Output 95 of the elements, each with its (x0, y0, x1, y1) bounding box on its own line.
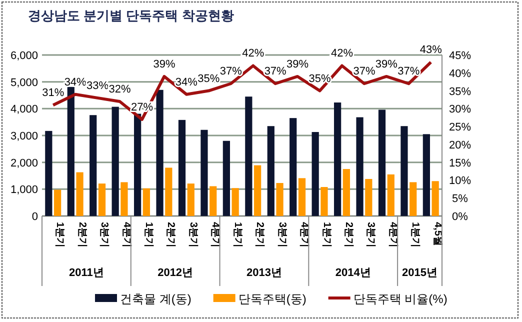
y2-tick-label: 5% (452, 193, 468, 206)
y-tick-label: 1,000 (10, 184, 38, 196)
text: 2015년 (402, 267, 438, 279)
y2-tick-label: 40% (448, 68, 472, 80)
bar (45, 130, 52, 216)
x-tick-label: 2분기 (254, 222, 266, 248)
text: 2011년 (69, 267, 104, 279)
bar (156, 90, 164, 216)
data-label: 37% (398, 66, 420, 78)
bar (54, 190, 62, 216)
x-tick-label: 1분기 (143, 222, 154, 248)
bar (276, 182, 284, 216)
y-tick-label: 2,000 (10, 157, 38, 170)
y2-tick-label: 10% (448, 175, 472, 188)
bar (187, 184, 194, 216)
bar (432, 181, 439, 216)
bar (98, 184, 106, 216)
bar (356, 117, 364, 216)
data-label: 37% (264, 66, 287, 78)
y2-tick-label: 30% (448, 104, 472, 116)
data-label: 32% (108, 84, 131, 96)
bar (254, 165, 262, 216)
x-tick-label: 4분기 (120, 222, 132, 248)
bar (422, 134, 430, 216)
x-tick-label: 2분기 (76, 222, 88, 248)
bar (387, 174, 394, 216)
bar (400, 126, 408, 216)
data-label: 35% (198, 72, 220, 85)
x-tick-label: 2분기 (343, 222, 354, 248)
x-tick-label: 3분기 (98, 222, 110, 248)
x-tick-label: 4분기 (210, 222, 221, 248)
bar (320, 187, 328, 216)
y-tick-label: 6,000 (10, 50, 38, 62)
data-label: 34% (64, 76, 87, 88)
x-tick-label: 1분기 (320, 222, 332, 248)
bar (67, 86, 74, 216)
bar (298, 178, 306, 216)
x-tick-label: 3분기 (187, 222, 198, 248)
bar (165, 168, 172, 216)
y2-tick-label: 20% (448, 139, 472, 152)
x-tick-label: 1분기 (232, 222, 243, 248)
x-tick-label: 3분기 (365, 222, 376, 248)
legend-label: 단독주택(동) (238, 292, 306, 306)
y2-tick-label: 0% (452, 211, 468, 223)
text: 2013년 (246, 267, 282, 279)
y2-tick-label: 15% (448, 157, 472, 170)
bar (334, 102, 342, 216)
data-label: 37% (353, 66, 376, 78)
data-label: 34% (175, 76, 198, 88)
y2-tick-label: 35% (448, 86, 472, 98)
bar (410, 182, 417, 216)
chart-title: 경상남도 분기별 단독주택 착공현황 (28, 8, 234, 23)
legend-label: 건축물 계(동) (120, 292, 192, 306)
bar (365, 178, 372, 216)
bar (267, 126, 274, 216)
bar (378, 110, 386, 216)
x-tick-label: 3분기 (276, 222, 288, 248)
data-label: 39% (375, 58, 398, 70)
data-label: 31% (42, 87, 64, 100)
bar (232, 188, 239, 216)
y2-tick-label: 25% (448, 122, 472, 134)
y-tick-label: 4,000 (10, 104, 38, 116)
legend-label: 단독주택 비율(%) (353, 292, 448, 306)
x-tick-label: 2분기 (165, 222, 176, 248)
bar (312, 132, 319, 216)
y-tick-label: 3,000 (10, 130, 38, 142)
text: 2014년 (335, 267, 371, 279)
data-label: 42% (242, 48, 264, 60)
bar (245, 96, 252, 216)
y-tick-label: 5,000 (10, 76, 38, 89)
bar (222, 140, 230, 216)
bar (76, 172, 84, 216)
bar (90, 115, 97, 216)
bar (200, 130, 208, 216)
bar (342, 169, 350, 216)
x-tick-label: 1분기 (54, 222, 66, 248)
data-label: 37% (220, 66, 242, 78)
bar (178, 120, 186, 216)
bar (210, 186, 217, 216)
x-tick-label: 4분기 (387, 222, 398, 248)
data-label: 33% (86, 80, 109, 92)
bar (290, 118, 297, 216)
bar (120, 182, 128, 216)
text: 2012년 (158, 267, 194, 279)
bar (112, 106, 119, 216)
data-label: 43% (420, 44, 442, 56)
x-tick-label: 1분기 (410, 222, 421, 248)
y2-tick-label: 45% (448, 50, 472, 62)
data-label: 39% (286, 58, 309, 70)
bar (134, 114, 142, 216)
x-tick-label: 4분기 (298, 222, 310, 248)
data-label: 39% (153, 58, 176, 70)
bar (142, 188, 150, 216)
y-tick-label: 0 (32, 211, 38, 223)
data-label: 42% (330, 48, 354, 60)
